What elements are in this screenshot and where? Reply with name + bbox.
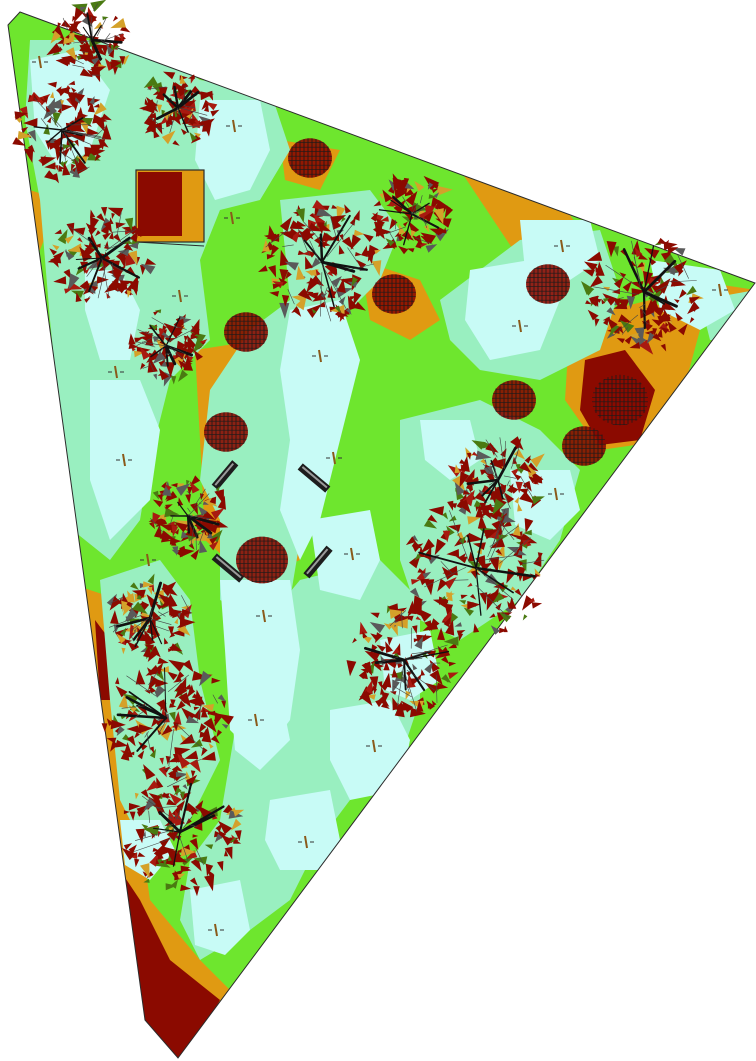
site-boundary (7, 11, 756, 1059)
tree-branches (136, 317, 194, 372)
grid-markers (32, 55, 728, 937)
tree-canopy-icon (346, 599, 459, 718)
tree-branches (265, 214, 375, 322)
tree-canopy-icon (370, 173, 454, 255)
tree-branches (116, 667, 218, 771)
tree-leaves (581, 237, 704, 355)
shrub-icon (526, 264, 570, 304)
tree-canopy-icon (581, 237, 704, 355)
shrub-icon (288, 138, 332, 178)
tree-branches (466, 437, 533, 509)
grid-marker-icon (116, 453, 132, 467)
grid-marker-icon (344, 547, 360, 561)
tree-branches (147, 85, 208, 133)
bench-icon (303, 545, 333, 579)
tree-branches (133, 776, 225, 867)
grid-marker-icon (298, 835, 314, 849)
grid-marker-icon (326, 451, 342, 465)
tree-branches (378, 195, 440, 246)
grid-marker-icon (312, 349, 328, 363)
grid-marker-icon (712, 283, 728, 297)
grid-marker-icon (554, 239, 570, 253)
shrubs (204, 138, 648, 584)
bench-icon (297, 463, 331, 493)
tree-canopy-icon (128, 309, 208, 387)
tree-canopy-icon (139, 71, 220, 146)
grid-marker-icon (224, 211, 240, 225)
tree-branches (109, 581, 192, 648)
tree-canopy-icon (46, 0, 131, 83)
grid-marker-icon (512, 319, 528, 333)
tree-branches (62, 3, 124, 76)
planter-box-icon (135, 169, 205, 247)
tree-leaves (46, 0, 131, 83)
shrub-icon (204, 412, 248, 452)
shrub-icon (492, 380, 536, 420)
shrub-icon (372, 274, 416, 314)
grid-marker-icon (248, 713, 264, 727)
bench-icon (211, 460, 239, 490)
tree-branches (418, 508, 545, 620)
benches (211, 460, 333, 583)
tree-canopy-icon (47, 207, 157, 303)
tree-canopy-icon (106, 573, 196, 662)
bench-icon (211, 553, 245, 583)
tree-branches (150, 488, 220, 551)
tree-canopy-icon (258, 199, 382, 322)
grid-marker-icon (256, 609, 272, 623)
tree-leaves (405, 489, 543, 642)
tree-canopy-icon (148, 475, 229, 560)
tree-canopy-icon (12, 80, 112, 184)
tree-leaves (139, 71, 220, 146)
grid-marker-icon (208, 923, 224, 937)
tree-branches (363, 610, 450, 712)
grid-marker-icon (140, 553, 156, 567)
grid-marker-icon (226, 119, 242, 133)
tree-branches (593, 240, 697, 336)
grid-marker-icon (366, 739, 382, 753)
grid-marker-icon (32, 55, 48, 69)
grid-marker-icon (108, 365, 124, 379)
shrub-icon (236, 536, 288, 584)
tree-canopy-icon (101, 657, 234, 782)
shrub-icon (562, 426, 606, 466)
tree-canopy-icon (121, 766, 245, 897)
tree-leaves (106, 573, 196, 662)
shrub-icon (592, 374, 648, 426)
tree-branches (33, 97, 107, 173)
tree-branches (65, 212, 140, 299)
grid-marker-icon (548, 487, 564, 501)
tree-leaves (12, 80, 112, 184)
shrub-icon (224, 312, 268, 352)
grid-marker-icon (172, 289, 188, 303)
tree-canopy-icon (405, 489, 545, 642)
trees (12, 0, 704, 897)
